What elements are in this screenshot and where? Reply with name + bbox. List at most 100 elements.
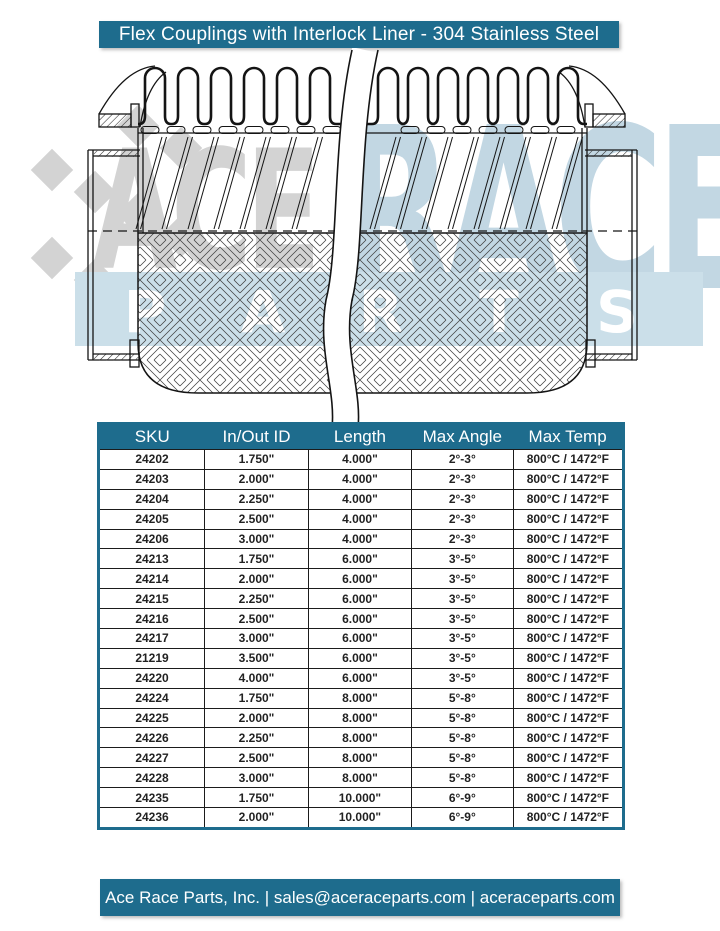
left-pipe-fitting bbox=[87, 103, 140, 368]
table-cell: 3.500" bbox=[204, 647, 309, 669]
page-title: Flex Couplings with Interlock Liner - 30… bbox=[118, 23, 600, 45]
table-cell: 6°-9° bbox=[410, 807, 514, 829]
table-cell: 3.000" bbox=[204, 528, 309, 550]
footer-contact-text: Ace Race Parts, Inc. | sales@aceracepart… bbox=[105, 887, 615, 907]
table-row: 21219 3.500" 6.000" 3°-5° 800°C / 1472°F bbox=[97, 647, 625, 669]
table-row: 24202 1.750" 4.000" 2°-3° 800°C / 1472°F bbox=[97, 449, 625, 470]
column-header: Max Angle bbox=[411, 423, 514, 450]
spec-table: SKU In/Out ID Length Max Angle Max Temp 2420… bbox=[97, 422, 625, 830]
table-cell: 24202 bbox=[97, 449, 206, 470]
table-cell: 8.000" bbox=[307, 707, 412, 729]
title-bar: Flex Couplings with Interlock Liner - 30… bbox=[99, 21, 619, 48]
table-cell: 6.000" bbox=[307, 568, 412, 590]
table-cell: 800°C / 1472°F bbox=[512, 707, 625, 729]
table-row: 24227 2.500" 8.000" 5°-8° 800°C / 1472°F bbox=[97, 747, 625, 769]
braid-section bbox=[137, 232, 588, 394]
table-row: 24213 1.750" 6.000" 3°-5° 800°C / 1472°F bbox=[97, 548, 625, 570]
table-cell: 24226 bbox=[97, 727, 206, 749]
product-diagram: ACE RACE PARTS bbox=[30, 48, 720, 430]
table-cell: 800°C / 1472°F bbox=[512, 449, 625, 470]
table-cell: 3°-5° bbox=[410, 568, 514, 590]
table-cell: 4.000" bbox=[204, 667, 309, 689]
table-cell: 6.000" bbox=[307, 588, 412, 610]
table-cell: 5°-8° bbox=[410, 747, 514, 769]
table-row: 24228 3.000" 8.000" 5°-8° 800°C / 1472°F bbox=[97, 767, 625, 789]
table-cell: 2.500" bbox=[204, 508, 309, 530]
table-cell: 4.000" bbox=[307, 528, 412, 550]
table-cell: 24216 bbox=[97, 608, 206, 630]
table-row: 24203 2.000" 4.000" 2°-3° 800°C / 1472°F bbox=[97, 468, 625, 490]
interlock-liner-section bbox=[135, 136, 583, 230]
table-cell: 1.750" bbox=[204, 687, 309, 709]
table-cell: 6.000" bbox=[307, 628, 412, 649]
inner-walls bbox=[137, 128, 588, 233]
table-cell: 3.000" bbox=[204, 628, 309, 649]
table-cell: 2.250" bbox=[204, 488, 309, 510]
table-cell: 24228 bbox=[97, 767, 206, 789]
table-cell: 8.000" bbox=[307, 687, 412, 709]
table-cell: 3°-5° bbox=[410, 628, 514, 649]
table-cell: 1.750" bbox=[204, 548, 309, 570]
table-cell: 6.000" bbox=[307, 608, 412, 630]
table-cell: 800°C / 1472°F bbox=[512, 628, 625, 649]
table-cell: 2.000" bbox=[204, 807, 309, 829]
table-row: 24226 2.250" 8.000" 5°-8° 800°C / 1472°F bbox=[97, 727, 625, 749]
table-cell: 6.000" bbox=[307, 667, 412, 689]
table-cell: 800°C / 1472°F bbox=[512, 508, 625, 530]
table-cell: 800°C / 1472°F bbox=[512, 647, 625, 669]
table-row: 24235 1.750" 10.000" 6°-9° 800°C / 1472°F bbox=[97, 787, 625, 809]
table-cell: 1.750" bbox=[204, 449, 309, 470]
table-cell: 5°-8° bbox=[410, 687, 514, 709]
table-cell: 2°-3° bbox=[410, 468, 514, 490]
right-pipe-fitting bbox=[584, 103, 638, 368]
table-cell: 2.250" bbox=[204, 588, 309, 610]
table-cell: 3°-5° bbox=[410, 608, 514, 630]
table-cell: 24203 bbox=[97, 468, 206, 490]
table-cell: 4.000" bbox=[307, 508, 412, 530]
table-header-row: SKU In/Out ID Length Max Angle Max Temp bbox=[98, 423, 624, 450]
coupling-drawing bbox=[87, 48, 638, 430]
column-header: Length bbox=[308, 423, 412, 450]
table-cell: 800°C / 1472°F bbox=[512, 747, 625, 769]
table-cell: 3.000" bbox=[204, 767, 309, 789]
table-cell: 800°C / 1472°F bbox=[512, 528, 625, 550]
table-cell: 800°C / 1472°F bbox=[512, 468, 625, 490]
table-cell: 4.000" bbox=[307, 468, 412, 490]
table-cell: 2°-3° bbox=[410, 508, 514, 530]
table-row: 24224 1.750" 8.000" 5°-8° 800°C / 1472°F bbox=[97, 687, 625, 709]
table-row: 24225 2.000" 8.000" 5°-8° 800°C / 1472°F bbox=[97, 707, 625, 729]
table-cell: 800°C / 1472°F bbox=[512, 807, 625, 829]
table-cell: 24215 bbox=[97, 588, 206, 610]
table-cell: 24227 bbox=[97, 747, 206, 769]
table-row: 24205 2.500" 4.000" 2°-3° 800°C / 1472°F bbox=[97, 508, 625, 530]
table-cell: 24214 bbox=[97, 568, 206, 590]
column-header: Max Temp bbox=[513, 423, 624, 450]
table-cell: 3°-5° bbox=[410, 647, 514, 669]
table-row: 24206 3.000" 4.000" 2°-3° 800°C / 1472°F bbox=[97, 528, 625, 550]
table-row: 24220 4.000" 6.000" 3°-5° 800°C / 1472°F bbox=[97, 667, 625, 689]
shoulder-curves bbox=[98, 65, 626, 128]
table-row: 24215 2.250" 6.000" 3°-5° 800°C / 1472°F bbox=[97, 588, 625, 610]
table-cell: 2°-3° bbox=[410, 488, 514, 510]
interlock-hooks bbox=[140, 126, 576, 134]
table-cell: 8.000" bbox=[307, 727, 412, 749]
table-cell: 800°C / 1472°F bbox=[512, 608, 625, 630]
table-cell: 24217 bbox=[97, 628, 206, 649]
table-cell: 800°C / 1472°F bbox=[512, 727, 625, 749]
table-cell: 6°-9° bbox=[410, 787, 514, 809]
table-cell: 3°-5° bbox=[410, 548, 514, 570]
bellows-section bbox=[137, 66, 587, 126]
table-cell: 3°-5° bbox=[410, 667, 514, 689]
table-cell: 2.000" bbox=[204, 568, 309, 590]
table-cell: 2.000" bbox=[204, 468, 309, 490]
table-cell: 800°C / 1472°F bbox=[512, 687, 625, 709]
table-cell: 5°-8° bbox=[410, 767, 514, 789]
table-cell: 6.000" bbox=[307, 647, 412, 669]
table-cell: 10.000" bbox=[307, 807, 412, 829]
table-cell: 5°-8° bbox=[410, 727, 514, 749]
table-cell: 10.000" bbox=[307, 787, 412, 809]
table-cell: 24206 bbox=[97, 528, 206, 550]
table-cell: 800°C / 1472°F bbox=[512, 548, 625, 570]
column-header: In/Out ID bbox=[204, 423, 309, 450]
table-row: 24204 2.250" 4.000" 2°-3° 800°C / 1472°F bbox=[97, 488, 625, 510]
